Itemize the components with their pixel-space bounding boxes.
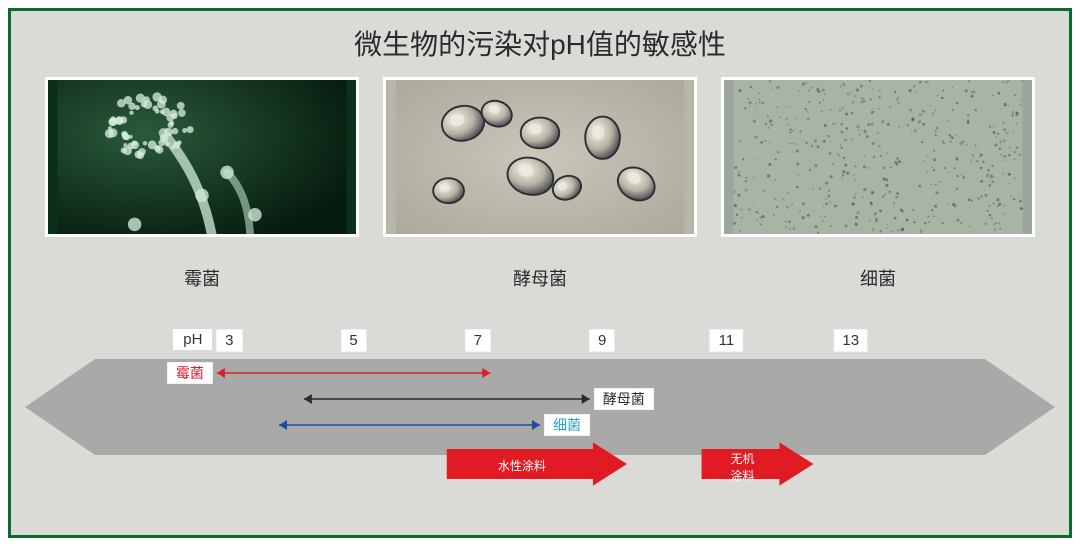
ph-label: pH bbox=[173, 329, 212, 350]
range-label-mold: 霉菌 bbox=[167, 362, 213, 384]
microbe-col-bacteria: 细菌 bbox=[721, 77, 1035, 291]
ph-tick-5: 5 bbox=[340, 329, 366, 352]
range-label-yeast: 酵母菌 bbox=[594, 388, 654, 410]
microbe-label-bacteria: 细菌 bbox=[860, 265, 896, 291]
range-label-bacteria: 细菌 bbox=[544, 414, 590, 436]
microbe-row: 霉菌 酵母菌 细菌 bbox=[25, 77, 1055, 291]
diagram-panel: 微生物的污染对pH值的敏感性 霉菌 酵母菌 细菌 pH35791113霉菌酵母菌… bbox=[8, 8, 1072, 538]
ph-tick-7: 7 bbox=[465, 329, 491, 352]
ph-tick-9: 9 bbox=[589, 329, 615, 352]
ph-tick-11: 11 bbox=[710, 329, 744, 352]
ph-tick-3: 3 bbox=[216, 329, 242, 352]
microbe-image-yeast bbox=[383, 77, 697, 237]
microbe-image-bacteria bbox=[721, 77, 1035, 237]
microbe-image-mold bbox=[45, 77, 359, 237]
microbe-label-yeast: 酵母菌 bbox=[513, 265, 567, 291]
microbe-label-mold: 霉菌 bbox=[184, 265, 220, 291]
diagram-title: 微生物的污染对pH值的敏感性 bbox=[25, 23, 1055, 63]
microbe-col-mold: 霉菌 bbox=[45, 77, 359, 291]
microbe-col-yeast: 酵母菌 bbox=[383, 77, 697, 291]
frame: 微生物的污染对pH值的敏感性 霉菌 酵母菌 细菌 pH35791113霉菌酵母菌… bbox=[0, 0, 1080, 546]
ph-tick-13: 13 bbox=[833, 329, 868, 352]
ph-axis-area: pH35791113霉菌酵母菌细菌水性涂料无机涂料 bbox=[25, 321, 1055, 491]
